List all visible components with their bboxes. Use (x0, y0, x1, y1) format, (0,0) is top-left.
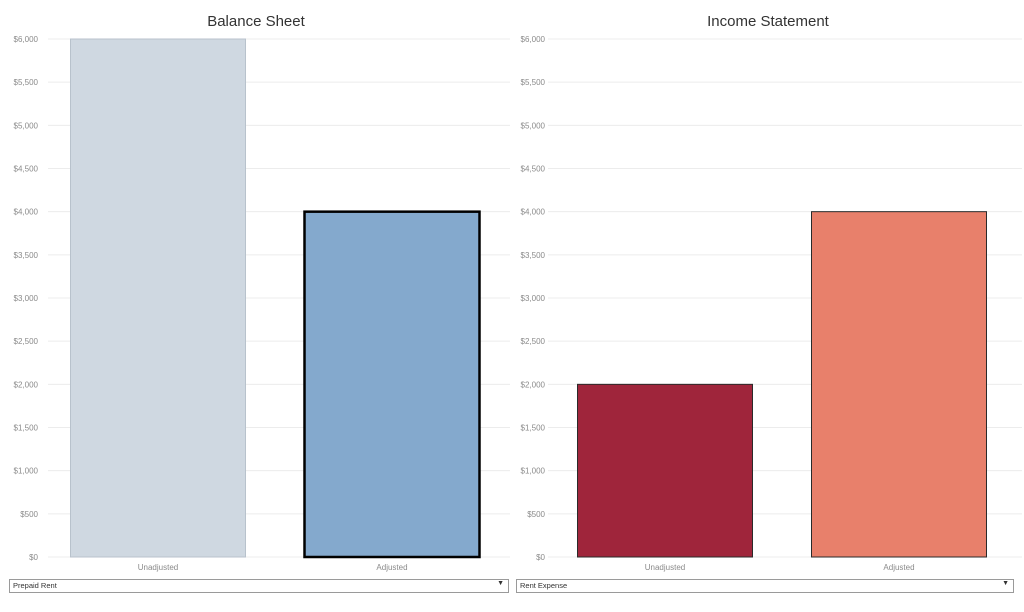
y-tick-label: $5,000 (14, 121, 39, 130)
income-statement-panel: Income Statement $0 $500 $1,000 $1,500 $2,00… (512, 0, 1024, 612)
balance-sheet-panel: Balance Sheet $0 $500 $1,000 $1,500 $2,000 $2… (9, 13, 510, 593)
account-dropdown[interactable]: Rent Expense ▼ (516, 579, 1014, 593)
y-tick-label: $6,000 (14, 35, 39, 44)
y-tick-label: $0 (536, 553, 545, 562)
dropdown-value: Prepaid Rent (13, 581, 57, 590)
account-dropdown[interactable]: Prepaid Rent ▼ (9, 579, 509, 593)
y-tick-label: $3,500 (14, 251, 39, 260)
chart-title: Income Statement (707, 13, 829, 30)
y-tick-label: $4,500 (14, 165, 39, 174)
y-tick-label: $5,500 (14, 78, 39, 87)
dropdown-value: Rent Expense (520, 581, 568, 590)
y-tick-label: $2,000 (14, 380, 39, 389)
y-tick-label: $4,000 (521, 208, 546, 217)
y-tick-label: $2,500 (14, 337, 39, 346)
chevron-down-icon: ▼ (1002, 580, 1009, 587)
y-tick-label: $1,500 (14, 424, 39, 433)
y-tick-label: $1,000 (14, 467, 39, 476)
y-tick-label: $1,500 (521, 424, 546, 433)
x-tick-label: Adjusted (883, 563, 914, 572)
y-tick-label: $1,000 (521, 467, 546, 476)
y-tick-label: $500 (527, 510, 545, 519)
y-tick-label: $3,000 (521, 294, 546, 303)
y-tick-label: $5,000 (521, 121, 546, 130)
y-tick-label: $2,000 (521, 380, 546, 389)
y-tick-label: $4,000 (14, 208, 39, 217)
y-tick-label: $4,500 (521, 165, 546, 174)
y-tick-label: $5,500 (521, 78, 546, 87)
chart-title: Balance Sheet (207, 13, 305, 30)
x-tick-label: Unadjusted (138, 563, 178, 572)
bar-unadjusted (577, 383, 753, 558)
x-tick-label: Unadjusted (645, 563, 685, 572)
y-tick-label: $500 (20, 510, 38, 519)
chevron-down-icon: ▼ (497, 580, 504, 587)
y-tick-label: $3,000 (14, 294, 39, 303)
y-tick-label: $6,000 (521, 35, 546, 44)
y-tick-label: $3,500 (521, 251, 546, 260)
bar-unadjusted (70, 38, 246, 558)
x-tick-label: Adjusted (376, 563, 407, 572)
income-statement-chart: $0 $500 $1,000 $1,500 $2,000 $2,500 $3,000 $3,5… (521, 35, 1022, 572)
bar-adjusted (811, 211, 987, 558)
y-tick-label: $0 (29, 553, 38, 562)
y-tick-label: $2,500 (521, 337, 546, 346)
bar-adjusted (303, 210, 481, 559)
balance-sheet-chart: $0 $500 $1,000 $1,500 $2,000 $2,500 $3,000 $3,5… (14, 35, 510, 572)
